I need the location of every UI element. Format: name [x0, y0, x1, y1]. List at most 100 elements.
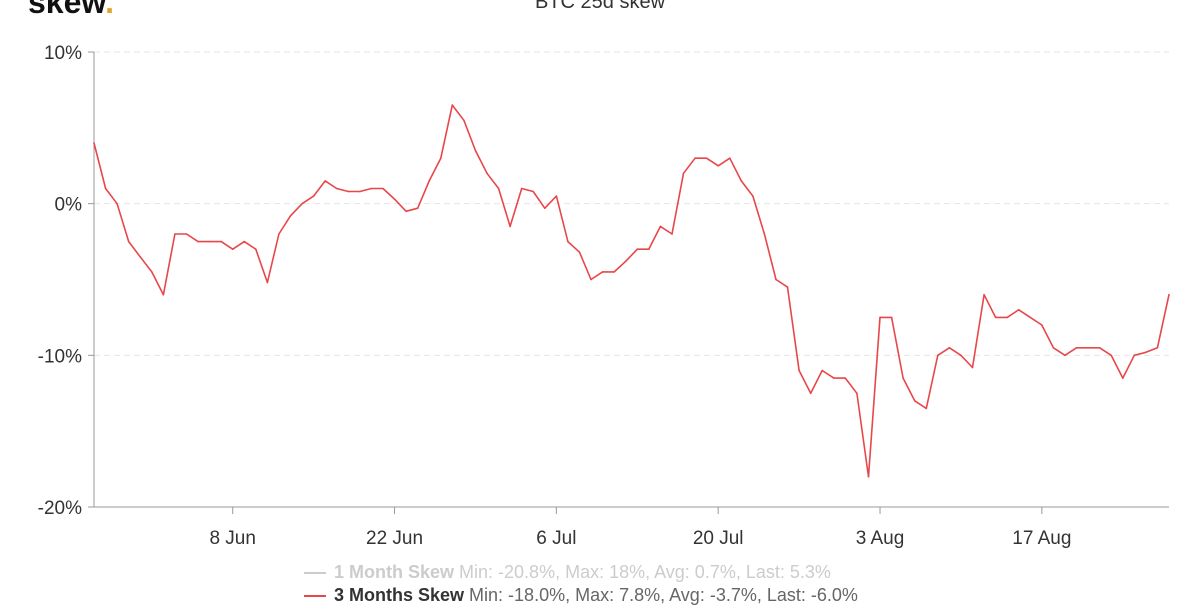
data-point — [278, 233, 280, 235]
data-point — [509, 225, 511, 228]
data-point — [532, 190, 535, 193]
data-point — [844, 377, 847, 379]
data-point — [763, 233, 766, 235]
data-point — [798, 369, 800, 372]
data-point — [971, 366, 974, 369]
skew-logo: skew. — [28, 0, 114, 21]
data-point — [636, 248, 639, 250]
data-point — [1006, 316, 1008, 319]
data-point — [902, 377, 904, 379]
data-point — [231, 248, 234, 250]
legend-series-stats: Min: -18.0%, Max: 7.8%, Avg: -3.7%, Last… — [469, 585, 858, 605]
data-point — [590, 278, 592, 281]
data-point — [821, 369, 824, 372]
data-point — [879, 316, 881, 319]
data-point — [116, 202, 118, 205]
data-point — [463, 119, 465, 122]
y-tick-label: 10% — [44, 43, 82, 64]
data-point — [786, 286, 789, 288]
data-point — [289, 215, 292, 217]
data-point — [370, 187, 373, 190]
data-point — [324, 180, 326, 182]
data-point — [497, 187, 500, 190]
data-point — [474, 149, 477, 152]
data-point — [150, 271, 153, 273]
data-point — [728, 157, 731, 159]
data-point — [359, 190, 361, 193]
data-point — [856, 392, 858, 395]
legend-item-3-months[interactable]: 3 Months Skew Min: -18.0%, Max: 7.8%, Av… — [304, 585, 858, 606]
legend-series-name: 1 Month Skew — [334, 562, 455, 582]
data-point — [740, 180, 743, 182]
data-point — [555, 195, 558, 197]
logo-text: skew — [28, 0, 106, 20]
data-point — [1110, 354, 1113, 357]
data-point — [717, 164, 719, 167]
data-point — [243, 240, 246, 243]
x-tick-label: 3 Aug — [856, 528, 905, 549]
data-point — [1156, 346, 1159, 349]
data-point — [1087, 346, 1089, 349]
data-point — [705, 157, 708, 159]
y-tick-label: -20% — [38, 498, 82, 519]
data-point — [1017, 309, 1020, 311]
data-point — [486, 172, 488, 175]
x-tick-label: 8 Jun — [209, 528, 255, 549]
data-point — [1064, 354, 1066, 357]
data-point — [624, 260, 627, 263]
data-point — [1168, 293, 1170, 296]
legend-series-name: 3 Months Skew — [334, 585, 465, 605]
data-point — [416, 207, 419, 210]
legend-swatch — [304, 572, 326, 575]
data-point — [1121, 377, 1124, 379]
data-point — [104, 187, 107, 190]
x-tick-label: 20 Jul — [693, 528, 744, 549]
data-point — [1145, 351, 1147, 354]
data-point — [601, 271, 604, 273]
data-point — [1098, 346, 1101, 349]
x-tick-label: 6 Jul — [536, 528, 576, 549]
data-point — [1041, 324, 1043, 326]
chart-title: BTC 25d skew — [534, 0, 666, 13]
data-point — [948, 346, 951, 349]
data-point — [266, 281, 269, 284]
data-point — [220, 240, 222, 243]
data-point — [682, 172, 685, 175]
legend-swatch — [304, 595, 326, 598]
data-point — [890, 316, 893, 319]
data-point — [659, 225, 662, 228]
data-point — [93, 142, 95, 144]
data-point — [752, 195, 754, 197]
series-line-3-months-skew — [93, 104, 1170, 478]
data-point — [913, 400, 916, 402]
data-point — [960, 354, 962, 357]
data-point — [578, 251, 581, 253]
data-point — [994, 316, 997, 319]
data-point — [983, 293, 985, 296]
data-point — [567, 240, 569, 243]
data-point — [393, 198, 396, 200]
data-point — [174, 233, 176, 235]
data-point — [428, 180, 431, 182]
logo-dot: . — [105, 0, 114, 20]
data-point — [139, 255, 142, 258]
data-point — [301, 202, 303, 205]
data-point — [382, 187, 384, 190]
data-point — [648, 248, 650, 250]
data-point — [162, 293, 165, 296]
x-tick-label: 17 Aug — [1012, 528, 1071, 549]
data-point — [1052, 346, 1055, 349]
data-point — [185, 233, 188, 235]
data-point — [937, 354, 939, 357]
data-point — [671, 233, 673, 235]
legend-series-stats: Min: -20.8%, Max: 18%, Avg: 0.7%, Last: … — [459, 562, 831, 582]
data-point — [405, 210, 407, 213]
data-point — [832, 377, 835, 379]
data-point — [544, 207, 546, 210]
data-point — [925, 407, 928, 410]
legend-item-1-month[interactable]: 1 Month Skew Min: -20.8%, Max: 18%, Avg:… — [304, 562, 831, 583]
data-point — [347, 190, 350, 193]
data-point — [127, 240, 130, 243]
data-point — [775, 278, 777, 281]
